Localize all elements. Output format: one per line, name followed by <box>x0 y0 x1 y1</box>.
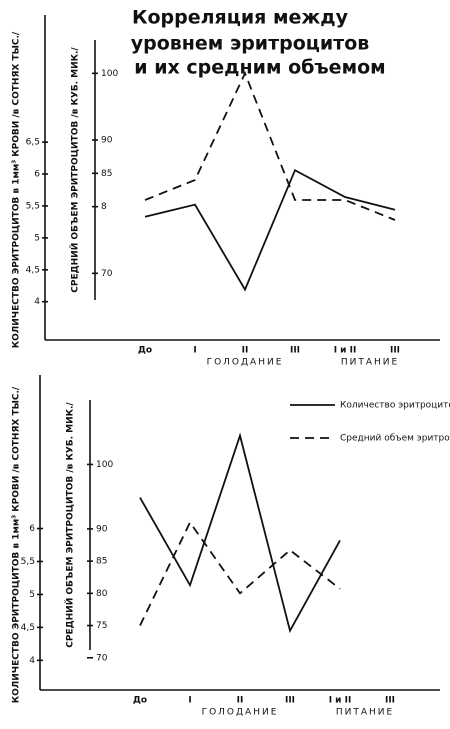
y-tick-label: 4,5 <box>21 623 35 633</box>
y-tick-label: 6 <box>34 170 40 180</box>
y2-tick-label: 8 <box>101 202 107 212</box>
y-tick-label: 5,5 <box>26 201 40 211</box>
y-tick-label: 4 <box>29 656 35 666</box>
y-tick-label: 4 <box>34 297 40 307</box>
x-tick-label: III <box>385 696 395 706</box>
x-tick-label: III <box>285 696 295 706</box>
y2-tick-label: 90 <box>96 524 108 534</box>
y-axis-title: КОЛИЧЕСТВО ЭРИТРОЦИТОВ в 1мм³ КРОВИ /в С… <box>12 31 22 348</box>
x-tick-label: II <box>237 696 244 706</box>
x-tick-label: I и II <box>334 346 357 356</box>
title-line: и их средним объемом <box>134 57 385 79</box>
y2-tick-label: 70 <box>101 269 113 279</box>
y-tick-label: 4,5 <box>26 265 40 275</box>
y2-axis-title: СРЕДНИЙ ОБЪЕМ ЭРИТРОЦИТОВ /в КУБ. МИК./ <box>69 47 81 293</box>
x-tick-label: До <box>133 696 147 706</box>
x-tick-label: I <box>193 346 196 356</box>
x-tick-label: II <box>242 346 249 356</box>
x-group-label: ПИТАНИЕ <box>341 358 399 368</box>
y2-tick-label: 85 <box>96 557 107 567</box>
x-group-label: ГОЛОДАНИЕ <box>207 358 284 368</box>
y-tick-label: 5 <box>29 590 35 600</box>
x-tick-label: III <box>290 346 300 356</box>
x-tick-label: I и II <box>329 696 352 706</box>
y2-tick-label: 75 <box>96 621 107 631</box>
title-line: Корреляция между <box>132 7 349 29</box>
x-tick-label: До <box>138 346 152 356</box>
y2-tick-label: 100 <box>96 460 113 470</box>
legend-label: Количество эритроцитов в 1мм³ крови <box>340 401 450 411</box>
y-tick-label: 6,5 <box>26 138 40 148</box>
y2-tick-label: 70 <box>96 653 108 663</box>
x-tick-label: III <box>390 346 400 356</box>
y2-axis-title: СРЕДНИЙ ОБЪЕМ ЭРИТРОЦИТОВ /в КУБ. МИК./ <box>64 402 76 648</box>
y-tick-label: 5,5 <box>21 557 35 567</box>
series-line <box>139 520 341 626</box>
y2-tick-label: 100 <box>101 69 118 79</box>
y2-tick-label: 85 <box>101 169 112 179</box>
series-line <box>144 71 396 221</box>
y-tick-label: 5 <box>34 233 40 243</box>
y-axis-title: КОЛИЧЕСТВО ЭРИТРОЦИТОВ в 1мм³ КРОВИ /в С… <box>12 386 22 703</box>
y2-tick-label: 90 <box>101 136 113 146</box>
y-tick-label: 6 <box>29 524 35 534</box>
y2-tick-label: 80 <box>96 589 108 599</box>
x-group-label: ПИТАНИЕ <box>336 708 394 718</box>
title-line: уровнем эритроцитов <box>131 33 370 55</box>
x-group-label: ГОЛОДАНИЕ <box>202 708 279 718</box>
series-line <box>144 168 396 292</box>
legend-label: Средний объем эритроцитов <box>340 434 450 444</box>
x-tick-label: I <box>188 696 191 706</box>
